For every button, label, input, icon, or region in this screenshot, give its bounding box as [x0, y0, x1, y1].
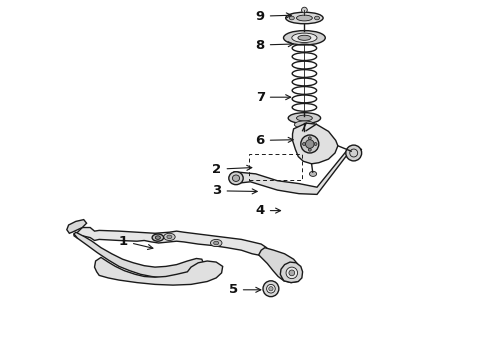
Ellipse shape [269, 287, 273, 291]
Ellipse shape [267, 284, 275, 293]
Text: 9: 9 [256, 10, 292, 23]
Ellipse shape [289, 16, 294, 20]
Text: 6: 6 [256, 134, 293, 147]
Text: 3: 3 [212, 184, 257, 197]
Text: 4: 4 [256, 204, 281, 217]
Ellipse shape [346, 145, 362, 161]
Ellipse shape [315, 16, 319, 20]
Ellipse shape [305, 140, 314, 148]
Ellipse shape [296, 115, 312, 121]
Ellipse shape [301, 7, 307, 13]
Ellipse shape [286, 267, 297, 279]
Ellipse shape [152, 234, 164, 241]
Ellipse shape [294, 121, 315, 128]
Polygon shape [74, 228, 267, 256]
Ellipse shape [286, 12, 323, 24]
Polygon shape [229, 147, 362, 194]
Ellipse shape [284, 31, 325, 45]
Ellipse shape [301, 135, 319, 153]
Text: 7: 7 [256, 91, 291, 104]
Text: 1: 1 [119, 235, 153, 249]
Text: 5: 5 [229, 283, 261, 296]
Ellipse shape [308, 148, 311, 151]
Ellipse shape [292, 33, 317, 42]
Ellipse shape [350, 150, 357, 156]
Ellipse shape [289, 270, 294, 276]
Polygon shape [74, 232, 204, 278]
Ellipse shape [232, 175, 240, 181]
Ellipse shape [346, 147, 361, 159]
Ellipse shape [263, 281, 279, 297]
Ellipse shape [298, 35, 311, 40]
Ellipse shape [210, 239, 222, 247]
Ellipse shape [303, 143, 305, 145]
Text: 2: 2 [213, 163, 252, 176]
Ellipse shape [155, 236, 160, 239]
Polygon shape [67, 220, 87, 233]
Polygon shape [95, 257, 222, 285]
Polygon shape [280, 262, 303, 283]
Polygon shape [259, 248, 302, 283]
Ellipse shape [308, 137, 311, 140]
Ellipse shape [314, 143, 317, 145]
Ellipse shape [164, 233, 175, 240]
Bar [249, 154, 302, 180]
Ellipse shape [288, 113, 320, 123]
Ellipse shape [167, 235, 172, 239]
Text: 8: 8 [256, 39, 293, 51]
Ellipse shape [310, 171, 317, 176]
Ellipse shape [229, 172, 243, 185]
Ellipse shape [214, 241, 219, 245]
Ellipse shape [296, 15, 312, 21]
Polygon shape [293, 123, 338, 164]
